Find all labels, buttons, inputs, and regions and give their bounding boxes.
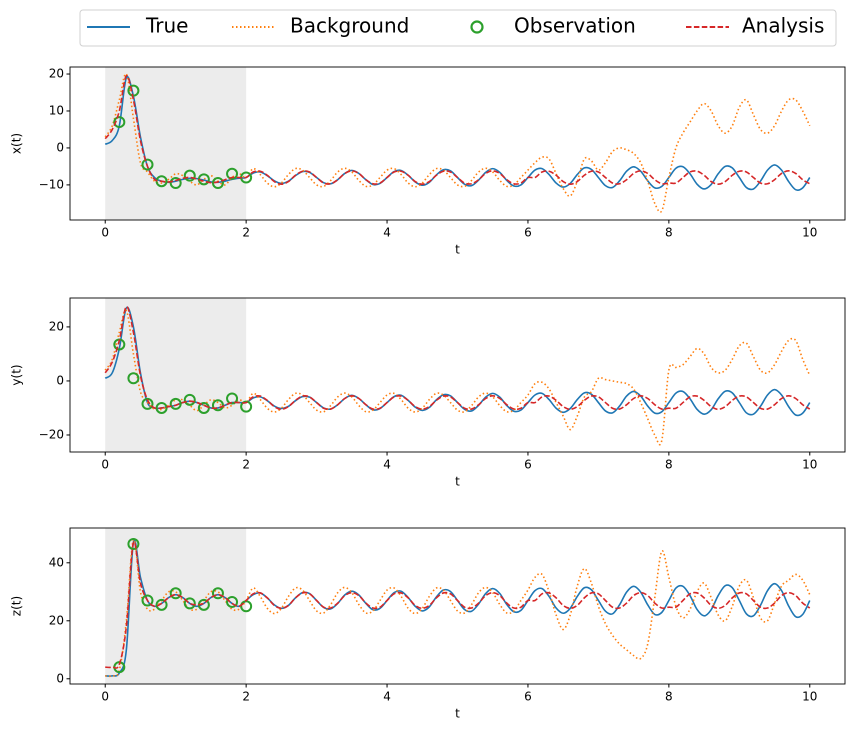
- x-axis-label: t: [455, 243, 460, 257]
- observation-marker: [211, 587, 224, 600]
- x-tick-label: 8: [665, 226, 673, 240]
- observation-marker: [141, 594, 154, 607]
- y-tick-label: 40: [49, 555, 64, 569]
- series-line: [105, 540, 811, 669]
- x-tick-label: 6: [524, 690, 532, 704]
- x-tick-label: 10: [802, 690, 817, 704]
- observation-marker: [141, 158, 154, 171]
- legend-label: Observation: [514, 14, 636, 38]
- observation-marker: [169, 397, 182, 410]
- x-tick-label: 2: [242, 226, 250, 240]
- x-tick-label: 8: [665, 690, 673, 704]
- shaded-region: [105, 528, 247, 684]
- subplot: 0 2 4 6 8 10 0 20 40 t z(t): [10, 527, 846, 721]
- y-tick-label: 20: [49, 67, 64, 81]
- axes-frame: [69, 527, 846, 685]
- observation-marker: [226, 392, 239, 405]
- series-line: [104, 75, 811, 185]
- x-axis-label: t: [455, 707, 460, 721]
- legend-label: True: [145, 14, 188, 38]
- y-tick-label: 20: [49, 319, 64, 333]
- observation-marker: [183, 597, 196, 610]
- observation-marker: [226, 167, 239, 180]
- x-tick-label: 0: [101, 226, 109, 240]
- shaded-region: [105, 298, 247, 452]
- x-tick-label: 10: [802, 458, 817, 472]
- y-axis-label: y(t): [10, 364, 24, 385]
- subplot: 0 2 4 6 8 10 −20 0 20 t y(t): [10, 297, 846, 489]
- x-tick-label: 10: [802, 226, 817, 240]
- legend-marker: [470, 20, 484, 34]
- observation-marker: [127, 84, 140, 97]
- y-tick-label: 20: [49, 613, 64, 627]
- y-tick-label: 10: [49, 103, 64, 117]
- x-tick-label: 0: [101, 458, 109, 472]
- observation-marker: [183, 169, 196, 182]
- y-axis-label: z(t): [10, 596, 24, 616]
- legend-label: Background: [290, 14, 409, 38]
- x-tick-label: 6: [524, 458, 532, 472]
- observation-marker: [141, 397, 154, 410]
- observation-marker: [155, 598, 168, 611]
- x-tick-label: 4: [383, 690, 391, 704]
- subplot: 0 2 4 6 8 10 −10 0 10 20 t x(t): [10, 67, 846, 257]
- y-tick-label: 0: [56, 671, 64, 685]
- legend-label: Analysis: [742, 14, 824, 38]
- series-line: [104, 309, 811, 446]
- y-tick-label: −10: [39, 177, 64, 191]
- x-tick-label: 4: [383, 458, 391, 472]
- observation-marker: [183, 393, 196, 406]
- x-tick-label: 0: [101, 690, 109, 704]
- observation-marker: [240, 400, 253, 413]
- observation-marker: [155, 401, 168, 414]
- x-tick-label: 2: [242, 690, 250, 704]
- x-axis-label: t: [455, 475, 460, 489]
- observation-marker: [226, 595, 239, 608]
- y-axis-label: x(t): [10, 133, 24, 154]
- y-tick-label: 0: [56, 373, 64, 387]
- observation-marker: [169, 587, 182, 600]
- x-tick-label: 2: [242, 458, 250, 472]
- legend-box: [79, 9, 837, 47]
- observation-marker: [127, 372, 140, 385]
- x-tick-label: 4: [383, 226, 391, 240]
- observation-marker: [113, 116, 126, 129]
- shaded-region: [105, 67, 247, 220]
- series-line: [104, 305, 811, 411]
- x-tick-label: 6: [524, 226, 532, 240]
- x-tick-label: 8: [665, 458, 673, 472]
- y-tick-label: −20: [39, 427, 64, 441]
- observation-marker: [127, 537, 140, 550]
- observation-marker: [169, 177, 182, 190]
- axes-frame: [69, 66, 846, 221]
- axes-frame: [69, 297, 846, 453]
- observation-marker: [211, 177, 224, 190]
- y-tick-label: 0: [56, 140, 64, 154]
